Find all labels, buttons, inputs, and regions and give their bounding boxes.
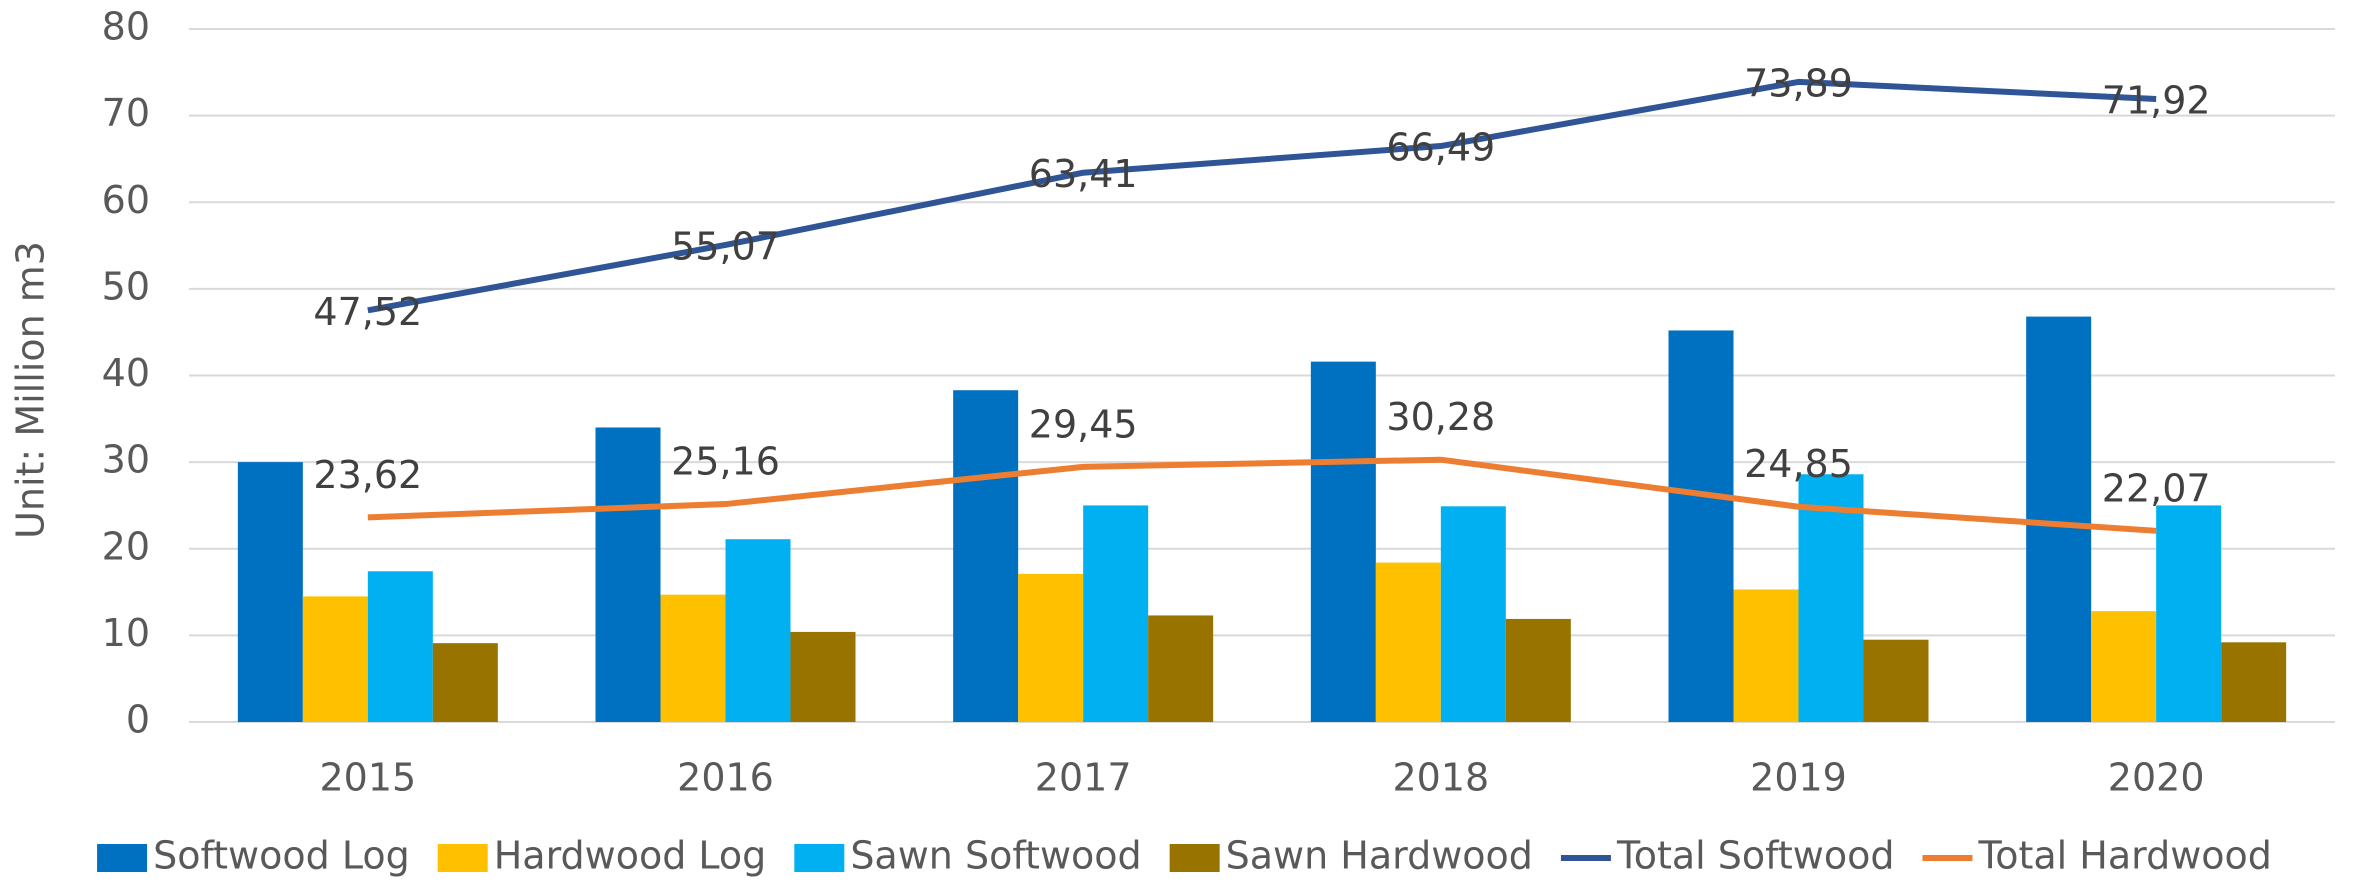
data-label: 63,41 [1029, 152, 1138, 196]
legend-label: Total Softwood [1616, 834, 1895, 878]
legend-swatch [794, 844, 845, 872]
data-label: 66,49 [1386, 126, 1495, 170]
bar [367, 571, 433, 722]
y-axis-title: Unit: Million m3 [9, 241, 53, 539]
bar [953, 390, 1019, 722]
bar [595, 427, 661, 722]
bar [302, 596, 368, 722]
bar [1083, 505, 1149, 722]
data-label: 24,85 [1744, 442, 1853, 486]
y-tick-label: 30 [102, 438, 150, 482]
y-tick-label: 60 [102, 178, 150, 222]
bar [1148, 615, 1214, 722]
bar [1310, 361, 1376, 722]
data-label: 47,52 [313, 290, 422, 334]
bar [1018, 573, 1084, 722]
legend-label: Softwood Log [153, 834, 410, 878]
x-tick-label: 2020 [2108, 756, 2205, 800]
y-tick-label: 70 [102, 91, 150, 135]
legend-swatch [437, 844, 488, 872]
line [367, 78, 2157, 314]
x-tick-label: 2016 [677, 756, 774, 800]
bar [725, 539, 791, 722]
legend-label: Total Hardwood [1977, 834, 2271, 878]
bar [237, 462, 303, 722]
y-tick-label: 20 [102, 524, 150, 568]
data-label: 29,45 [1029, 402, 1138, 446]
bar [1440, 506, 1506, 722]
bar [2026, 316, 2092, 722]
x-tick-label: 2015 [319, 756, 416, 800]
x-tick-label: 2018 [1392, 756, 1489, 800]
data-label: 73,89 [1744, 61, 1853, 105]
data-label: 25,16 [671, 440, 780, 484]
data-label: 30,28 [1386, 395, 1495, 439]
bar [432, 643, 498, 722]
legend-label: Sawn Softwood [850, 834, 1141, 878]
y-tick-label: 80 [102, 5, 150, 49]
bar [1863, 639, 1929, 722]
y-tick-label: 0 [126, 698, 150, 742]
y-tick-label: 50 [102, 264, 150, 308]
bar [2221, 642, 2287, 722]
bar [2091, 611, 2157, 722]
x-tick-label: 2019 [1750, 756, 1847, 800]
data-label: 71,92 [2102, 78, 2211, 122]
y-tick-label: 10 [102, 611, 150, 655]
x-tick-label: 2017 [1035, 756, 1132, 800]
bar [2156, 505, 2222, 722]
bar [1733, 589, 1799, 722]
bar [1668, 330, 1734, 722]
bar [790, 631, 856, 722]
data-label: 23,62 [313, 453, 422, 497]
line [367, 456, 2157, 534]
legend-swatch [97, 844, 148, 872]
bar [1798, 474, 1864, 722]
legend-label: Hardwood Log [494, 834, 767, 878]
y-tick-label: 40 [102, 351, 150, 395]
bar [1505, 618, 1571, 722]
data-label: 55,07 [671, 224, 780, 268]
legend-label: Sawn Hardwood [1226, 834, 1533, 878]
bar [660, 594, 726, 722]
bar [1375, 562, 1441, 722]
data-label: 22,07 [2102, 466, 2211, 510]
legend-swatch [1169, 844, 1220, 872]
